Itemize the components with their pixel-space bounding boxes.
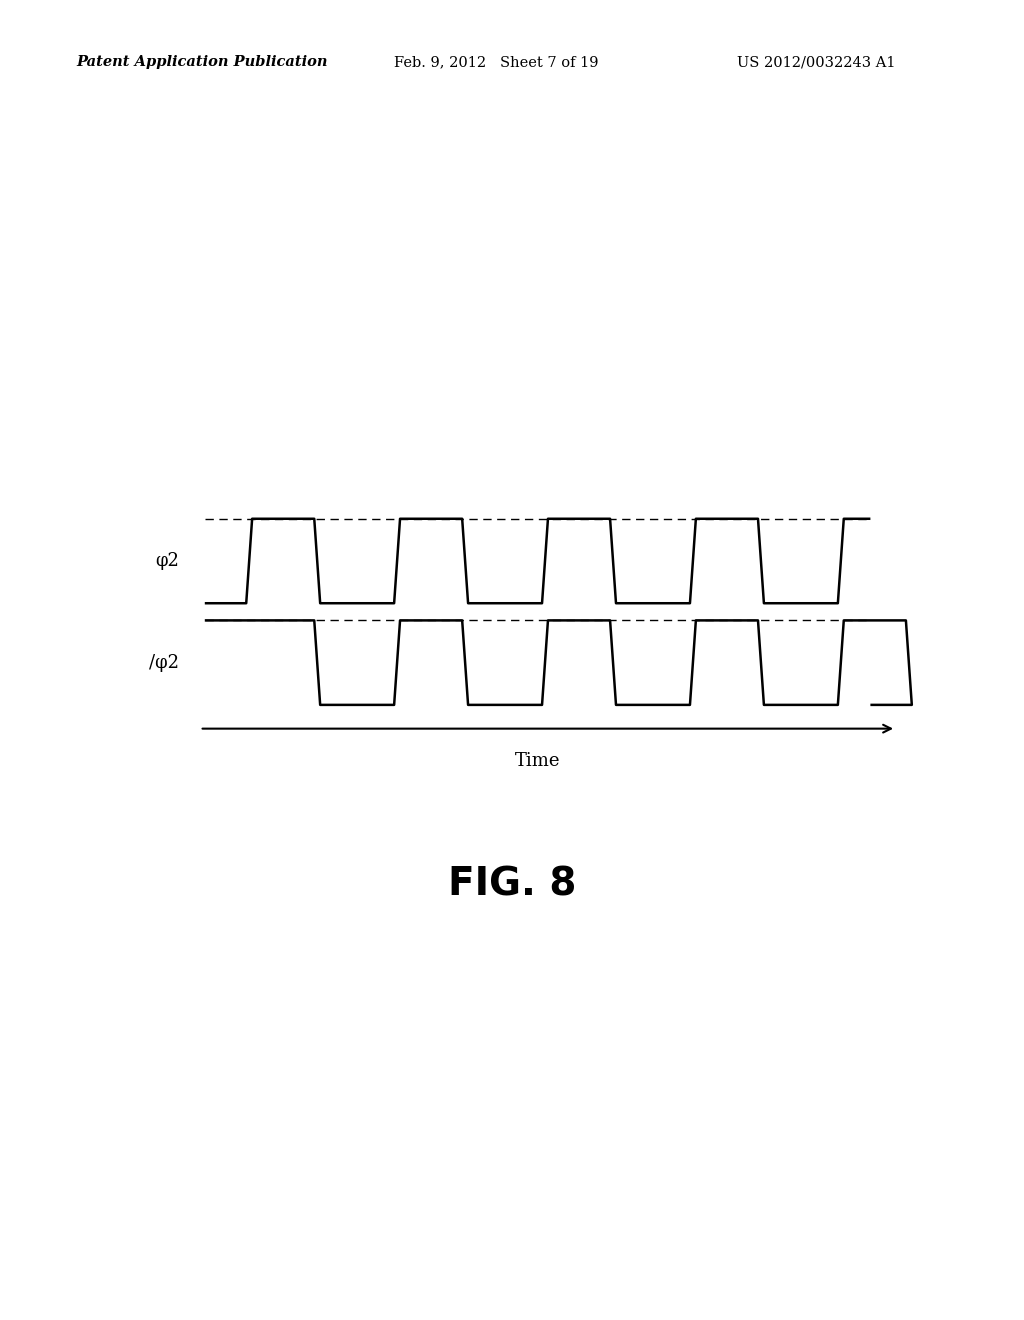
Text: US 2012/0032243 A1: US 2012/0032243 A1 [737,55,896,70]
Text: φ2: φ2 [156,552,179,570]
Text: FIG. 8: FIG. 8 [447,866,577,903]
Text: Time: Time [515,752,560,771]
Text: Patent Application Publication: Patent Application Publication [77,55,329,70]
Text: /φ2: /φ2 [150,653,179,672]
Text: Feb. 9, 2012   Sheet 7 of 19: Feb. 9, 2012 Sheet 7 of 19 [394,55,599,70]
